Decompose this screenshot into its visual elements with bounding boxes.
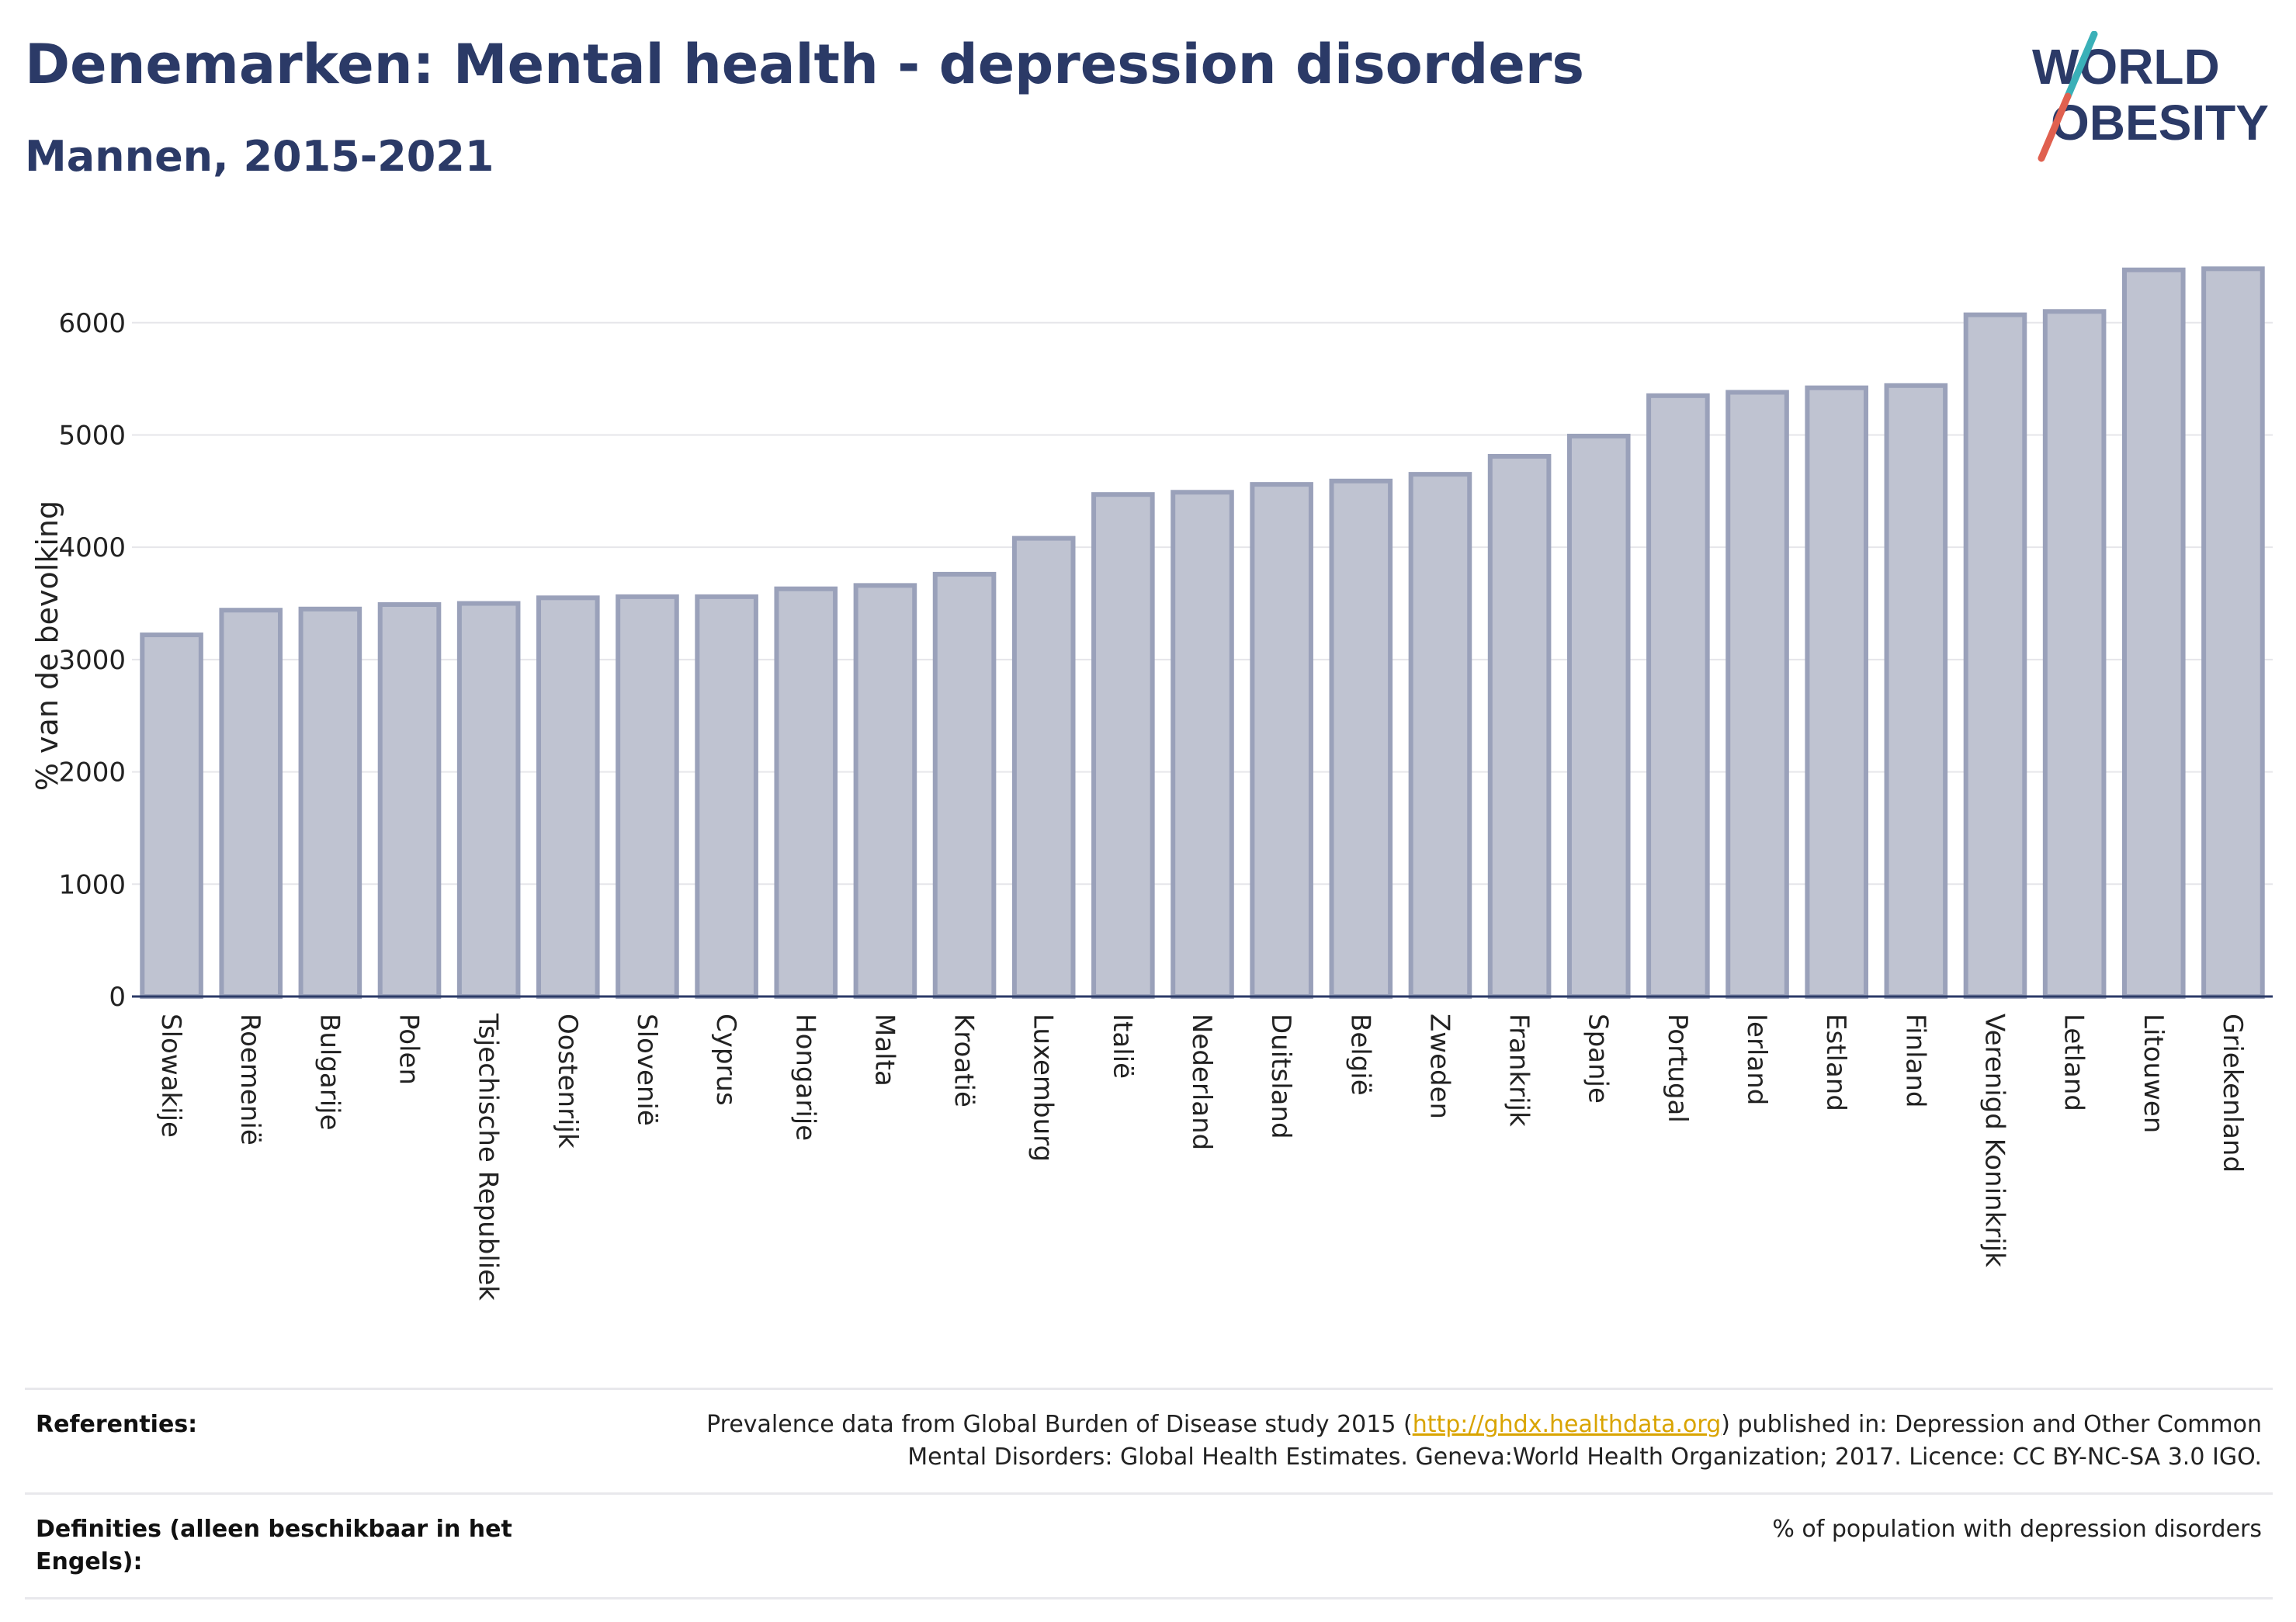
x-category-label: Duitsland: [1265, 1014, 1296, 1139]
y-axis-ticks: 0 1000 2000 3000 4000 5000 6000: [58, 308, 126, 1013]
bar: [1329, 478, 1393, 999]
bar: [1805, 385, 1868, 1000]
logo-text-line1: WORLD: [2032, 39, 2220, 95]
references-text-after: ) published in: Depression and Other Com…: [907, 1411, 2262, 1471]
bar: [1646, 393, 1710, 999]
chart-title: Denemarken: Mental health - depression d…: [25, 33, 1585, 96]
x-category-label: Griekenland: [2217, 1014, 2248, 1173]
bar: [219, 608, 283, 1000]
y-tick-label: 5000: [58, 420, 126, 451]
y-tick-label: 1000: [58, 869, 126, 900]
y-tick-label: 4000: [58, 532, 126, 563]
bar: [695, 594, 758, 999]
definitions-text: % of population with depression disorder…: [1772, 1516, 2262, 1543]
references-text: Prevalence data from Global Burden of Di…: [632, 1409, 2262, 1474]
x-category-label: Malta: [869, 1014, 900, 1087]
bar: [1091, 492, 1155, 999]
bar: [774, 586, 838, 999]
bar: [1884, 383, 1948, 999]
x-axis-labels: Slowakije Roemenië Bulgarije Polen Tsjechisc…: [155, 1013, 2248, 1301]
x-category-label: Luxemburg: [1028, 1014, 1059, 1162]
bar-chart: 0 1000 2000 3000 4000 5000 6000 Slowakije Roeme…: [30, 266, 2273, 1301]
x-category-label: Bulgarije: [314, 1014, 345, 1131]
bar: [377, 601, 442, 999]
x-category-label: Litouwen: [2138, 1014, 2169, 1133]
x-category-label: Tsjechische Republiek: [473, 1013, 504, 1301]
bar: [853, 583, 917, 999]
references-link[interactable]: http://ghdx.healthdata.org: [1412, 1411, 1722, 1438]
x-category-label: Letland: [2058, 1014, 2090, 1111]
x-category-label: Nederland: [1186, 1014, 1217, 1150]
bar: [536, 595, 600, 999]
bar: [1171, 490, 1234, 999]
bar: [1250, 482, 1313, 999]
x-category-label: Verenigd Koninkrijk: [1979, 1014, 2010, 1267]
x-category-label: Italië: [1107, 1014, 1138, 1079]
logo-text-line2: OBESITY: [2051, 95, 2269, 151]
y-tick-label: 6000: [58, 308, 126, 339]
y-tick-label: 0: [109, 982, 126, 1013]
x-category-label: Slowakije: [155, 1014, 186, 1138]
bar: [1408, 472, 1472, 999]
bar: [2121, 267, 2186, 999]
x-category-label: Cyprus: [710, 1014, 741, 1106]
x-category-label: Oostenrijk: [552, 1014, 583, 1149]
definitions-label: Definities (alleen beschikbaar in het En…: [36, 1516, 512, 1575]
bar: [298, 606, 362, 999]
logo-slash-red-icon: [2038, 92, 2072, 162]
bar: [2042, 309, 2107, 999]
y-tick-label: 2000: [58, 757, 126, 788]
x-category-label: Ierland: [1741, 1014, 1772, 1105]
x-category-label: Portugal: [1662, 1014, 1693, 1123]
references-table: Referenties: Prevalence data from Global…: [25, 1388, 2273, 1599]
x-category-label: Estland: [1820, 1014, 1851, 1111]
bar: [456, 601, 521, 999]
x-category-label: Zweden: [1424, 1014, 1455, 1119]
x-category-label: Finland: [1899, 1014, 1930, 1108]
definitions-row: Definities (alleen beschikbaar in het En…: [25, 1492, 2273, 1599]
x-category-label: Slovenië: [631, 1014, 662, 1126]
bars: [140, 266, 2265, 1000]
logo-slash-teal-icon: [2064, 31, 2098, 100]
bar: [1725, 390, 1789, 999]
bar: [140, 633, 203, 999]
x-category-label: Kroatië: [949, 1014, 980, 1107]
bar: [1566, 433, 1631, 999]
x-category-label: Polen: [394, 1014, 425, 1085]
y-tick-label: 3000: [58, 645, 126, 676]
bar: [1487, 453, 1552, 999]
chart-subtitle: Mannen, 2015-2021: [25, 132, 494, 181]
world-obesity-logo: WORLD OBESITY: [2032, 31, 2269, 162]
x-category-label: België: [1344, 1014, 1375, 1096]
bar: [1011, 535, 1076, 999]
references-row: Referenties: Prevalence data from Global…: [25, 1388, 2273, 1492]
bar: [616, 594, 679, 999]
references-label: Referenties:: [36, 1411, 198, 1438]
x-category-label: Roemenië: [234, 1014, 265, 1145]
x-category-label: Spanje: [1583, 1014, 1614, 1104]
bar: [1963, 312, 2027, 999]
bar: [932, 571, 997, 999]
bar: [2201, 266, 2265, 999]
y-axis-title: % van de bevolking: [30, 501, 64, 791]
x-category-label: Frankrijk: [1503, 1014, 1535, 1127]
x-category-label: Hongarije: [789, 1014, 820, 1141]
references-text-before: Prevalence data from Global Burden of Di…: [706, 1411, 1413, 1438]
